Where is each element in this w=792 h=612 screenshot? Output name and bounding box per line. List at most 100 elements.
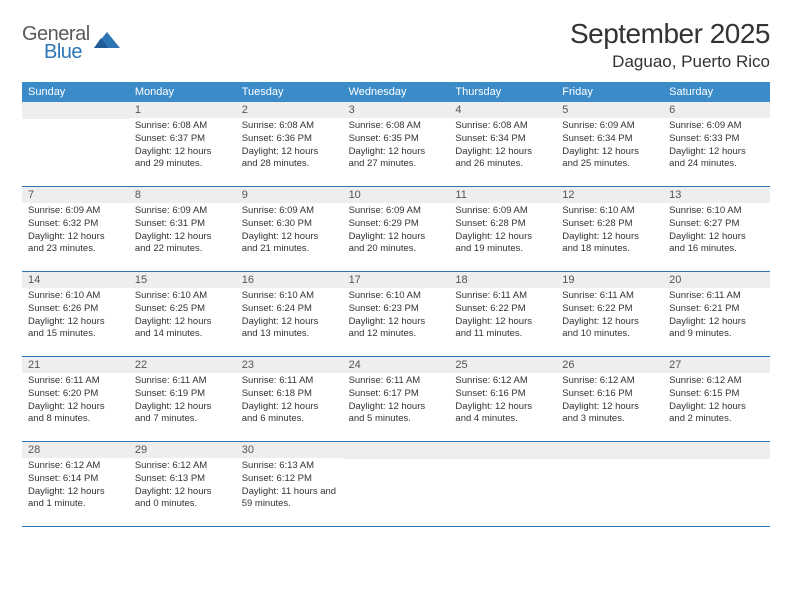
daylight-text: Daylight: 11 hours and 59 minutes. [242, 486, 337, 512]
day-details: Sunrise: 6:09 AMSunset: 6:28 PMDaylight:… [449, 203, 556, 260]
page-header: General Blue September 2025 Daguao, Puer… [22, 18, 770, 72]
day-number: 30 [236, 442, 343, 458]
calendar-day: 2Sunrise: 6:08 AMSunset: 6:36 PMDaylight… [236, 102, 343, 186]
weekday-tuesday: Tuesday [236, 82, 343, 102]
calendar-day: 30Sunrise: 6:13 AMSunset: 6:12 PMDayligh… [236, 442, 343, 526]
sunrise-text: Sunrise: 6:10 AM [242, 290, 337, 303]
day-number: 18 [449, 272, 556, 288]
calendar-day-empty [449, 442, 556, 526]
calendar-day: 26Sunrise: 6:12 AMSunset: 6:16 PMDayligh… [556, 357, 663, 441]
weekday-thursday: Thursday [449, 82, 556, 102]
calendar-day: 5Sunrise: 6:09 AMSunset: 6:34 PMDaylight… [556, 102, 663, 186]
day-number: 28 [22, 442, 129, 458]
day-number: 5 [556, 102, 663, 118]
day-number [663, 442, 770, 459]
logo-word-blue: Blue [44, 42, 90, 62]
daylight-text: Daylight: 12 hours and 21 minutes. [242, 231, 337, 257]
day-number: 9 [236, 187, 343, 203]
day-number: 6 [663, 102, 770, 118]
sunset-text: Sunset: 6:22 PM [562, 303, 657, 316]
calendar-day: 24 Sunrise: 6:11 AMSunset: 6:17 PMDayligh… [343, 357, 450, 441]
sunset-text: Sunset: 6:29 PM [349, 218, 444, 231]
daylight-text: Daylight: 12 hours and 16 minutes. [669, 231, 764, 257]
day-details: Sunrise: 6:12 AMSunset: 6:15 PMDaylight:… [663, 373, 770, 430]
calendar-day: 4Sunrise: 6:08 AMSunset: 6:34 PMDaylight… [449, 102, 556, 186]
calendar-day: 15Sunrise: 6:10 AMSunset: 6:25 PMDayligh… [129, 272, 236, 356]
sunset-text: Sunset: 6:17 PM [349, 388, 444, 401]
day-details: Sunrise: 6:11 AMSunset: 6:22 PMDaylight:… [449, 288, 556, 345]
daylight-text: Daylight: 12 hours and 26 minutes. [455, 146, 550, 172]
day-number [22, 102, 129, 119]
logo: General Blue [22, 24, 120, 62]
sunrise-text: Sunrise: 6:09 AM [349, 205, 444, 218]
sunrise-text: Sunrise: 6:12 AM [455, 375, 550, 388]
day-number: 17 [343, 272, 450, 288]
day-number: 7 [22, 187, 129, 203]
sunrise-text: Sunrise: 6:08 AM [349, 120, 444, 133]
calendar: Sunday Monday Tuesday Wednesday Thursday… [22, 82, 770, 527]
sunset-text: Sunset: 6:34 PM [562, 133, 657, 146]
calendar-day: 20Sunrise: 6:11 AMSunset: 6:21 PMDayligh… [663, 272, 770, 356]
day-details: Sunrise: 6:12 AMSunset: 6:14 PMDaylight:… [22, 458, 129, 515]
sunrise-text: Sunrise: 6:11 AM [349, 375, 444, 388]
daylight-text: Daylight: 12 hours and 5 minutes. [349, 401, 444, 427]
weekday-wednesday: Wednesday [343, 82, 450, 102]
sunrise-text: Sunrise: 6:11 AM [28, 375, 123, 388]
sunset-text: Sunset: 6:31 PM [135, 218, 230, 231]
day-number: 10 [343, 187, 450, 203]
sunset-text: Sunset: 6:27 PM [669, 218, 764, 231]
day-number: 24 [343, 357, 450, 373]
sunrise-text: Sunrise: 6:09 AM [242, 205, 337, 218]
day-number [556, 442, 663, 459]
calendar-day: 14Sunrise: 6:10 AMSunset: 6:26 PMDayligh… [22, 272, 129, 356]
sunset-text: Sunset: 6:30 PM [242, 218, 337, 231]
sunrise-text: Sunrise: 6:09 AM [135, 205, 230, 218]
sunrise-text: Sunrise: 6:11 AM [242, 375, 337, 388]
sunrise-text: Sunrise: 6:10 AM [135, 290, 230, 303]
sunset-text: Sunset: 6:28 PM [455, 218, 550, 231]
sunset-text: Sunset: 6:33 PM [669, 133, 764, 146]
day-number: 3 [343, 102, 450, 118]
daylight-text: Daylight: 12 hours and 27 minutes. [349, 146, 444, 172]
calendar-day: 11Sunrise: 6:09 AMSunset: 6:28 PMDayligh… [449, 187, 556, 271]
sunset-text: Sunset: 6:18 PM [242, 388, 337, 401]
weekday-header-row: Sunday Monday Tuesday Wednesday Thursday… [22, 82, 770, 102]
daylight-text: Daylight: 12 hours and 0 minutes. [135, 486, 230, 512]
daylight-text: Daylight: 12 hours and 15 minutes. [28, 316, 123, 342]
sunrise-text: Sunrise: 6:11 AM [562, 290, 657, 303]
calendar-day: 12Sunrise: 6:10 AMSunset: 6:28 PMDayligh… [556, 187, 663, 271]
sunrise-text: Sunrise: 6:10 AM [349, 290, 444, 303]
sunset-text: Sunset: 6:35 PM [349, 133, 444, 146]
daylight-text: Daylight: 12 hours and 18 minutes. [562, 231, 657, 257]
sunrise-text: Sunrise: 6:08 AM [135, 120, 230, 133]
day-details: Sunrise: 6:10 AMSunset: 6:25 PMDaylight:… [129, 288, 236, 345]
daylight-text: Daylight: 12 hours and 10 minutes. [562, 316, 657, 342]
sunset-text: Sunset: 6:34 PM [455, 133, 550, 146]
daylight-text: Daylight: 12 hours and 7 minutes. [135, 401, 230, 427]
calendar-day: 28Sunrise: 6:12 AMSunset: 6:14 PMDayligh… [22, 442, 129, 526]
calendar-day: 16Sunrise: 6:10 AMSunset: 6:24 PMDayligh… [236, 272, 343, 356]
daylight-text: Daylight: 12 hours and 28 minutes. [242, 146, 337, 172]
calendar-day: 10Sunrise: 6:09 AMSunset: 6:29 PMDayligh… [343, 187, 450, 271]
day-number: 13 [663, 187, 770, 203]
calendar-day-empty [556, 442, 663, 526]
sunrise-text: Sunrise: 6:09 AM [562, 120, 657, 133]
calendar-day-empty [22, 102, 129, 186]
sunrise-text: Sunrise: 6:10 AM [669, 205, 764, 218]
sunset-text: Sunset: 6:12 PM [242, 473, 337, 486]
daylight-text: Daylight: 12 hours and 12 minutes. [349, 316, 444, 342]
calendar-week: 7Sunrise: 6:09 AMSunset: 6:32 PMDaylight… [22, 187, 770, 272]
day-number: 12 [556, 187, 663, 203]
sunrise-text: Sunrise: 6:08 AM [455, 120, 550, 133]
calendar-day-empty [343, 442, 450, 526]
calendar-week: 21Sunrise: 6:11 AMSunset: 6:20 PMDayligh… [22, 357, 770, 442]
sunset-text: Sunset: 6:20 PM [28, 388, 123, 401]
calendar-day: 29Sunrise: 6:12 AMSunset: 6:13 PMDayligh… [129, 442, 236, 526]
sunrise-text: Sunrise: 6:08 AM [242, 120, 337, 133]
day-details: Sunrise: 6:09 AMSunset: 6:31 PMDaylight:… [129, 203, 236, 260]
day-number: 26 [556, 357, 663, 373]
day-details: Sunrise: 6:08 AMSunset: 6:34 PMDaylight:… [449, 118, 556, 175]
sunrise-text: Sunrise: 6:11 AM [135, 375, 230, 388]
sunset-text: Sunset: 6:15 PM [669, 388, 764, 401]
daylight-text: Daylight: 12 hours and 8 minutes. [28, 401, 123, 427]
